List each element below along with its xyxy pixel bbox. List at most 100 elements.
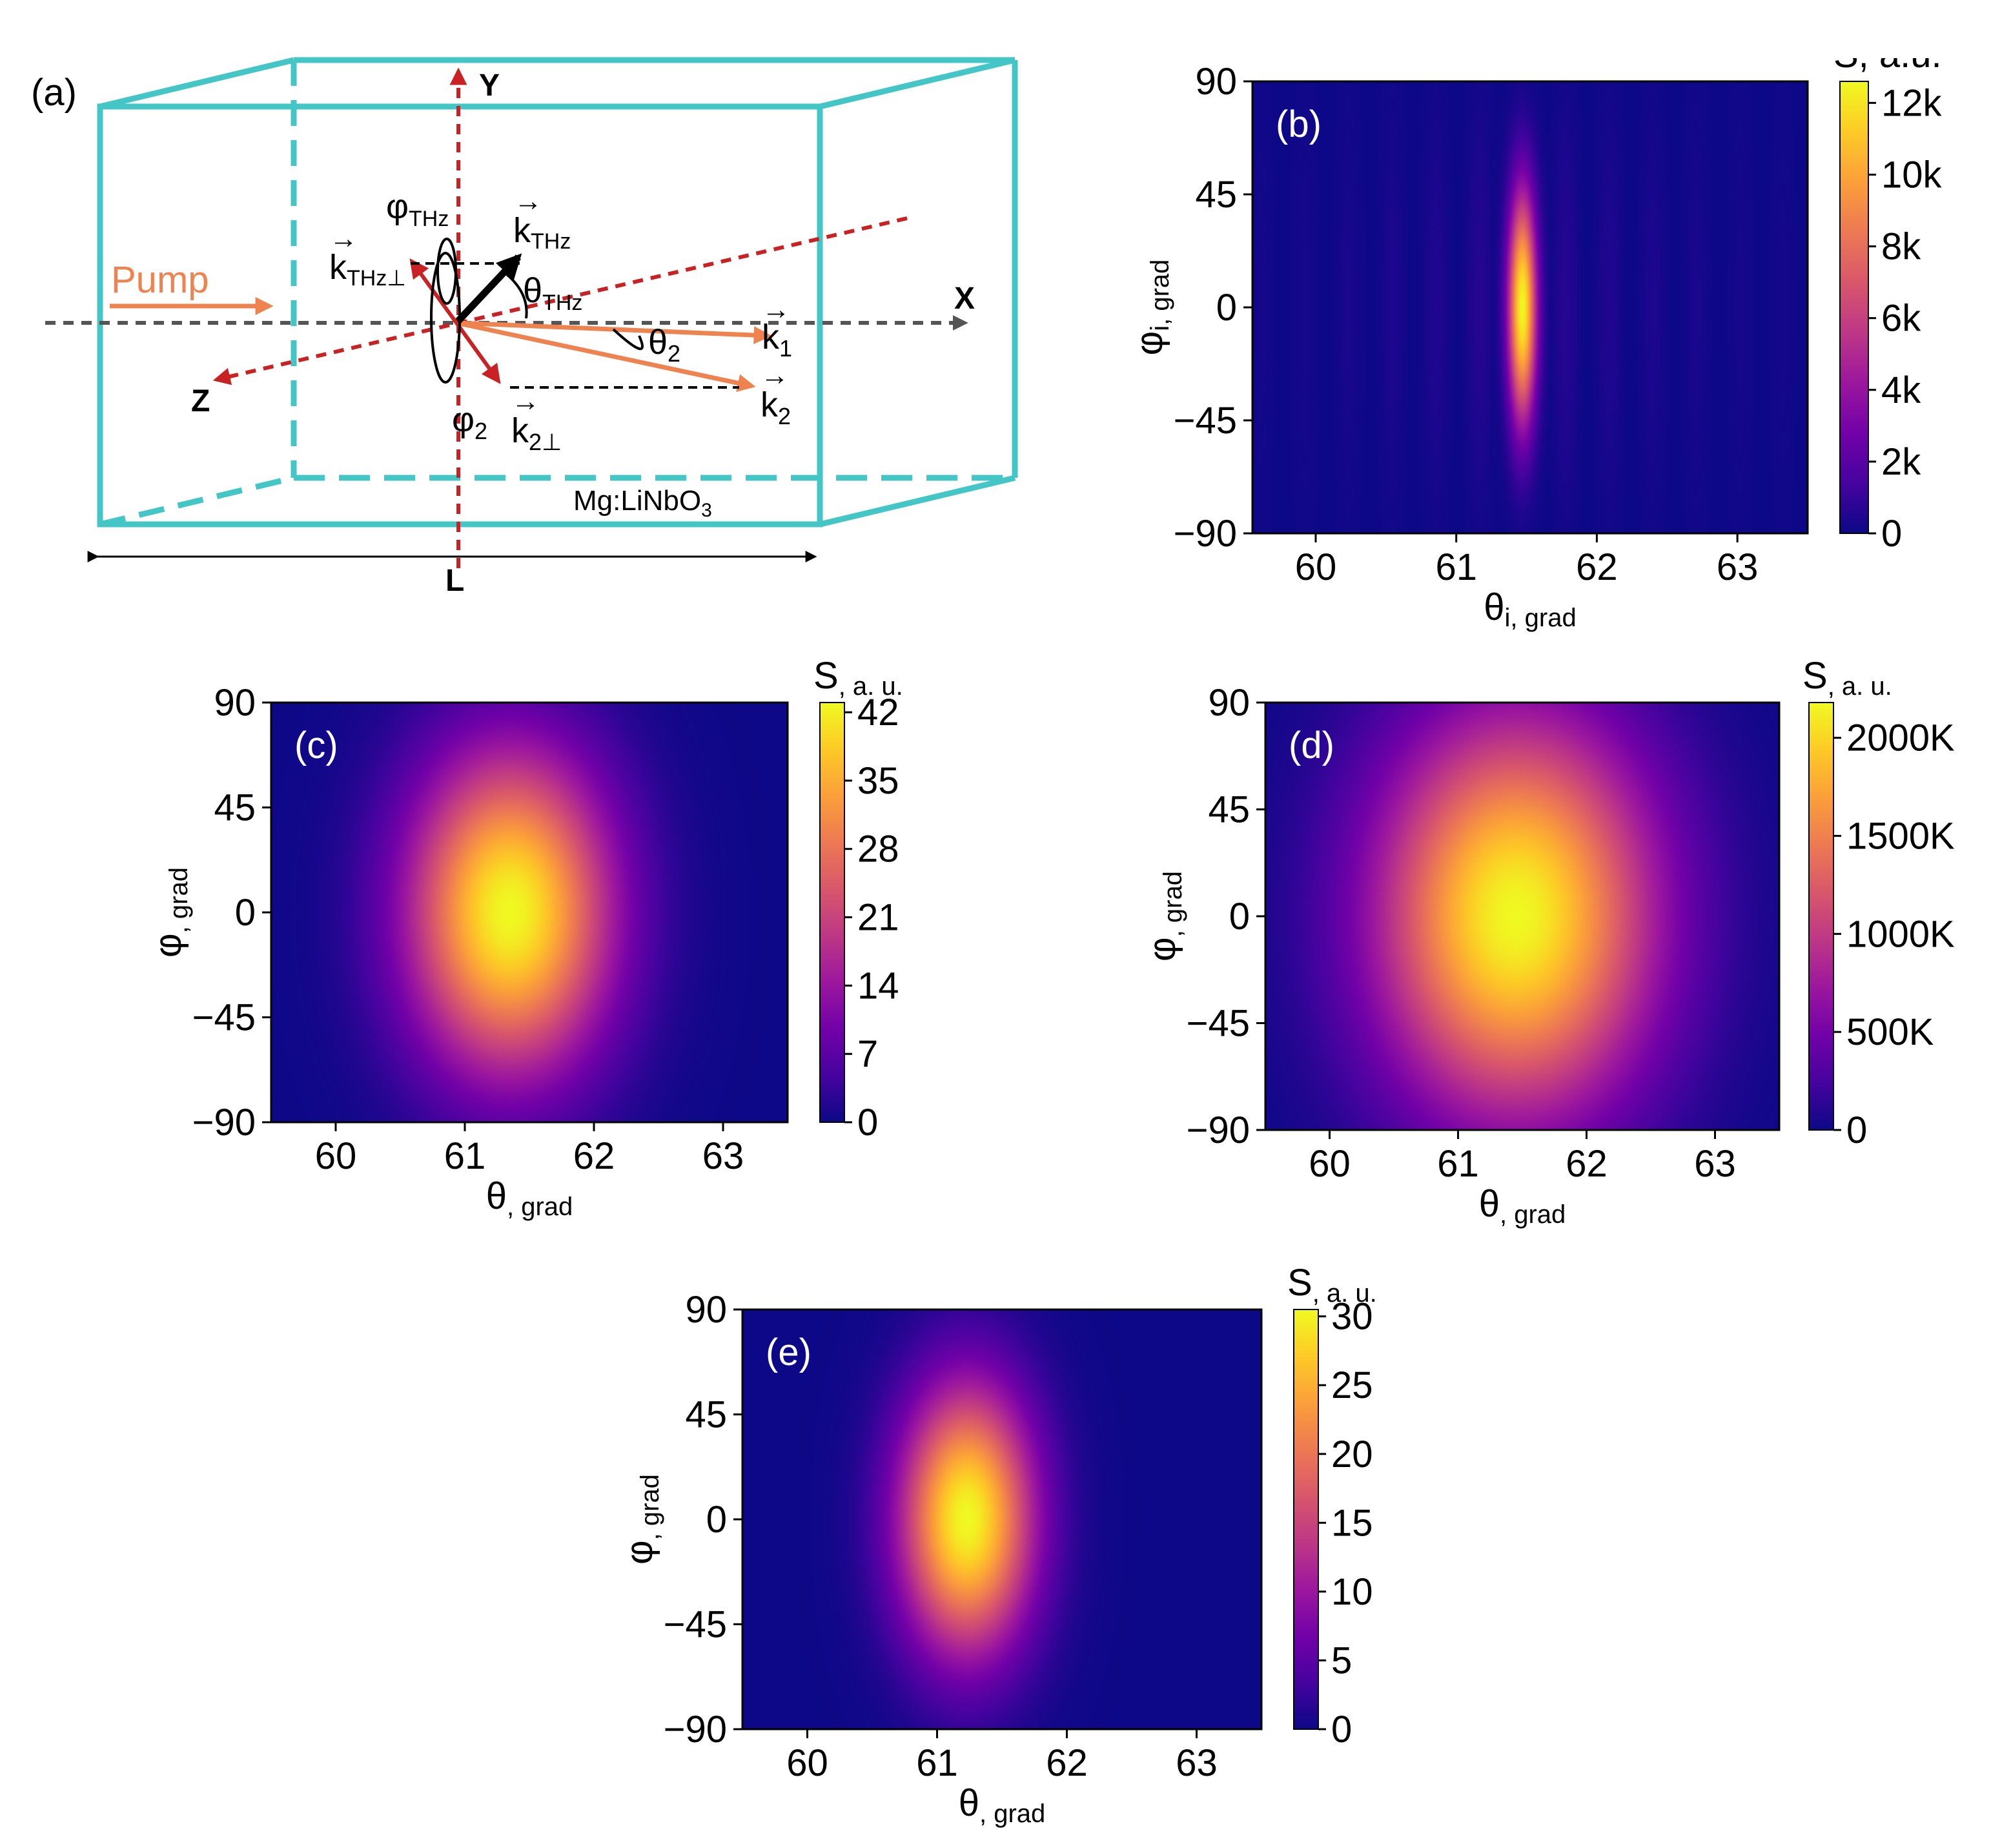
colorbar-tick-label: 25 <box>1331 1364 1373 1406</box>
colorbar-tick-label: 7 <box>857 1033 878 1075</box>
x-tick-label: 63 <box>1176 1742 1218 1784</box>
colorbar-tick-label: 0 <box>1846 1109 1867 1151</box>
panel-label: (c) <box>294 724 338 766</box>
colorbar <box>1293 1309 1319 1730</box>
x-tick-label: 63 <box>1694 1143 1736 1185</box>
length-label: L <box>445 564 464 598</box>
x-tick-label: 62 <box>1046 1742 1088 1784</box>
k2-label: k2 <box>761 385 791 429</box>
y-axis-label: φ, grad <box>1141 871 1187 961</box>
x-tick-label: 62 <box>1576 546 1618 588</box>
k2-perp-label: k2⊥ <box>511 411 562 455</box>
colorbar-tick-label: 15 <box>1331 1502 1373 1544</box>
x-tick-label: 63 <box>1717 546 1759 588</box>
colorbar-tick-label: 28 <box>857 828 899 870</box>
y-tick-label: −90 <box>1187 1109 1250 1151</box>
colorbar-tick-label: 0 <box>857 1102 878 1144</box>
colorbar-tick-label: 21 <box>857 897 899 939</box>
colorbar-tick-label: 10k <box>1881 154 1943 196</box>
panel-label-a: (a) <box>31 72 77 114</box>
y-tick-label: 90 <box>214 682 256 724</box>
y-tick-label: −90 <box>192 1102 256 1144</box>
x-tick-label: 60 <box>1309 1143 1351 1185</box>
y-tick-label: −45 <box>664 1604 727 1646</box>
heatmap-image <box>1252 81 1808 533</box>
x-tick-label: 61 <box>1435 546 1477 588</box>
panel-label: (b) <box>1276 103 1322 145</box>
colorbar <box>1808 702 1834 1131</box>
k2-arrow <box>456 320 756 393</box>
x-tick-label: 60 <box>315 1135 357 1177</box>
x-axis-label: θ, grad <box>959 1782 1046 1828</box>
axis-z-label: Z <box>191 384 210 418</box>
z-axis-line <box>212 216 908 385</box>
k2-vector-mark: → <box>761 360 789 391</box>
heatmap-panel-e: (e) 60 61 62 63 90 45 0 −45 −90 θ, grad φ, grad 0 5 10… <box>618 1262 1377 1828</box>
panel-label: (d) <box>1289 724 1334 766</box>
colorbar-title: S, a. u. <box>813 655 903 701</box>
phi-thz-label: φTHz <box>386 187 449 231</box>
k2-perp-vector-mark: → <box>511 385 540 417</box>
geometry-diagram: (a) <box>31 57 1018 598</box>
y-tick-label: 0 <box>1229 896 1250 938</box>
colorbar-tick-label: 2000K <box>1846 717 1955 759</box>
heatmap-panel-c: (c) 60 61 62 63 90 45 0 −45 −90 θ, grad φ, grad 0 7 14… <box>147 655 903 1221</box>
x-axis-label: θ, grad <box>486 1175 573 1221</box>
k1-vector-mark: → <box>762 294 790 325</box>
colorbar-tick-label: 35 <box>857 760 899 802</box>
y-axis-label: φ, grad <box>618 1474 664 1565</box>
k2-perp-arrow <box>454 322 501 384</box>
y-tick-label: 90 <box>685 1289 727 1331</box>
y-axis-label: φ, grad <box>147 867 193 958</box>
panel-label: (e) <box>766 1331 812 1373</box>
x-tick-label: 63 <box>702 1135 744 1177</box>
x-tick-label: 61 <box>916 1742 958 1784</box>
colorbar-tick-label: 2k <box>1881 441 1921 483</box>
x-axis-label: θ, grad <box>1479 1183 1566 1229</box>
k-thz-vector-mark: → <box>514 185 542 217</box>
k-thz-perp-vector-mark: → <box>329 223 358 254</box>
axis-x-label: X <box>954 282 975 316</box>
colorbar-tick-label: 1500K <box>1846 815 1955 857</box>
y-tick-label: 0 <box>235 892 256 934</box>
colorbar-tick-label: 12k <box>1881 82 1943 124</box>
theta2-label: θ2 <box>648 323 680 367</box>
y-tick-label: 45 <box>1208 789 1250 831</box>
colorbar-tick-label: 0 <box>1881 513 1902 555</box>
k-thz-arrow <box>453 253 522 325</box>
axis-y-label: Y <box>479 68 500 103</box>
crystal-label: Mg:LiNbO3 <box>573 485 712 521</box>
y-tick-label: 45 <box>214 787 256 829</box>
colorbar-tick-label: 5 <box>1331 1639 1352 1681</box>
colorbar-tick-label: 6k <box>1881 298 1921 340</box>
k1-arrow <box>456 320 772 345</box>
heatmap-image <box>1265 703 1779 1130</box>
heatmap-image <box>271 703 788 1122</box>
heatmap-panel-b: (b) 60 61 62 63 90 45 0 −45 −90 θi, grad φi, grad 0 2… <box>1128 58 1943 632</box>
colorbar <box>819 702 845 1123</box>
diagram-labels: Pump X Y Z L φTHz kTHz → kTHz⊥ → θTHz θ2… <box>111 68 975 598</box>
k-thz-perp-label: kTHz⊥ <box>329 248 406 291</box>
x-tick-label: 60 <box>1295 546 1337 588</box>
colorbar-tick-label: 30 <box>1331 1296 1373 1338</box>
x-tick-label: 61 <box>1437 1143 1479 1185</box>
y-tick-label: −90 <box>1174 513 1237 555</box>
colorbar-tick-label: 20 <box>1331 1433 1373 1475</box>
colorbar-tick-label: 14 <box>857 965 899 1007</box>
colorbar-title: S, a. u. <box>1802 655 1892 701</box>
y-tick-label: 90 <box>1195 61 1237 103</box>
colorbar-tick-label: 500K <box>1846 1011 1934 1053</box>
colorbar-title: S, a. u. <box>1287 1262 1377 1308</box>
y-tick-label: 45 <box>1195 174 1237 216</box>
y-axis-label: φi, grad <box>1128 260 1174 356</box>
colorbar-tick-label: 42 <box>857 692 899 734</box>
k-thz-label: kTHz <box>513 211 571 254</box>
x-tick-label: 62 <box>573 1135 615 1177</box>
y-tick-label: 90 <box>1208 682 1250 724</box>
y-tick-label: 45 <box>685 1394 727 1436</box>
y-tick-label: 0 <box>1216 287 1237 329</box>
heatmap-image <box>742 1309 1261 1729</box>
k1-label: k1 <box>762 318 792 362</box>
y-tick-label: 0 <box>706 1499 727 1541</box>
x-axis-label: θi, grad <box>1484 586 1576 632</box>
